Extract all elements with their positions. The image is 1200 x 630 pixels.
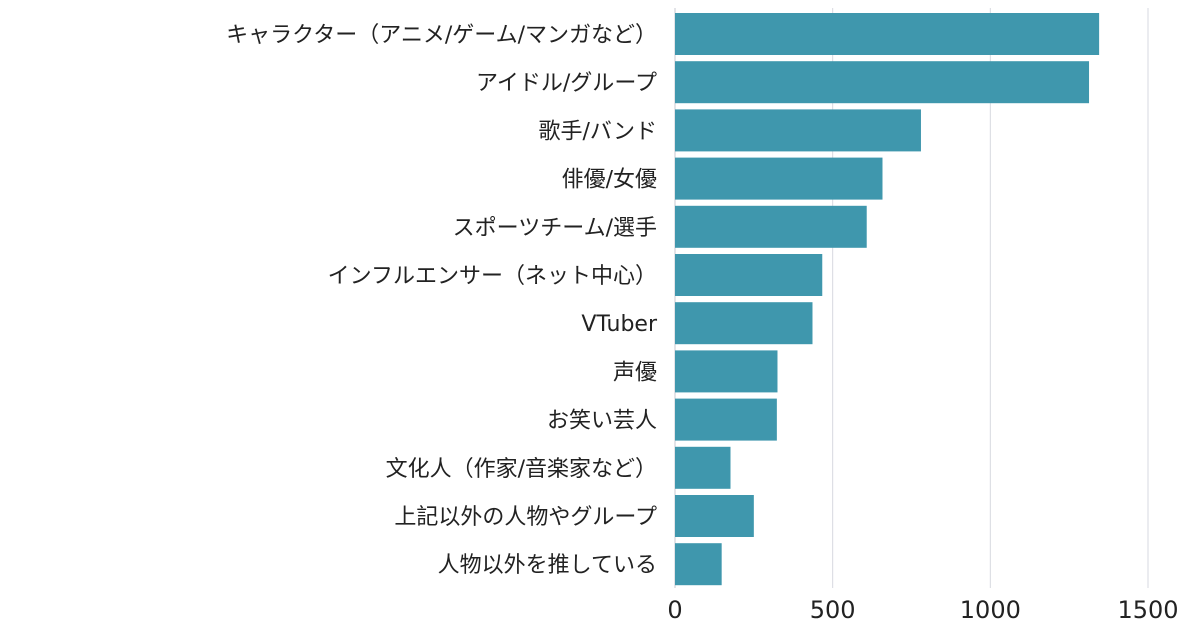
category-label: 歌手/バンド [538,119,657,144]
category-label: キャラクター（アニメ/ゲーム/マンガなど） [226,23,657,48]
category-label: VTuber [581,312,658,337]
bar [675,446,731,489]
bar [675,61,1090,104]
bar [675,13,1100,55]
category-label-layer: キャラクター（アニメ/ゲーム/マンガなど） アイドル/グループ歌手/バンド俳優/女… [226,23,658,578]
bar [675,157,883,200]
bar [675,205,867,248]
category-label: アイドル/グループ [476,71,657,96]
category-label: 上記以外の人物やグループ [394,505,657,530]
category-label: インフルエンサー（ネット中心） [328,264,657,289]
bar [675,350,778,393]
bar [675,398,777,441]
bar [675,302,813,345]
category-label: スポーツチーム/選手 [453,216,657,241]
bar [675,254,823,296]
category-label: 文化人（作家/音楽家など） [386,457,657,482]
category-label: お笑い芸人 [547,409,657,434]
x-tick-label: 500 [810,596,856,624]
x-tick-label: 0 [667,596,682,624]
bar [675,109,921,152]
x-tick-label: 1500 [1117,596,1178,624]
category-label: 俳優/女優 [562,168,657,193]
grid-layer [674,8,1149,588]
bar [675,543,722,586]
category-label: 人物以外を推している [438,553,657,578]
bar [675,495,754,537]
tick-label-layer: 0 500 1000 1500 [667,596,1178,624]
bar-layer [675,13,1100,586]
x-tick-label: 1000 [960,596,1021,624]
category-label: 声優 [613,360,657,385]
